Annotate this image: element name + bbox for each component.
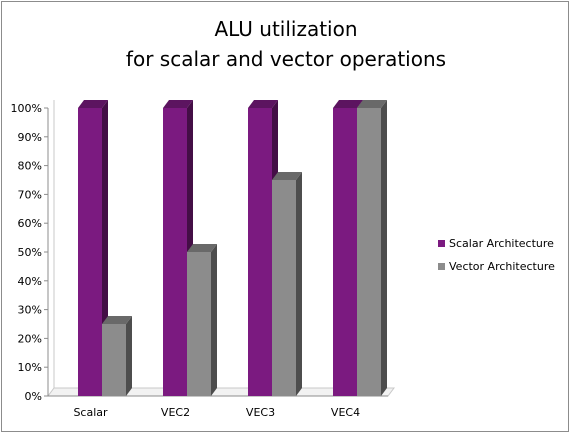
bar-vector-architecture-vec3 xyxy=(272,172,302,396)
y-tick-label: 80% xyxy=(18,160,42,173)
y-tick-label: 70% xyxy=(18,188,42,201)
x-tick-label-vec3: VEC3 xyxy=(246,406,275,419)
y-tick-label: 60% xyxy=(18,217,42,230)
legend-item-scalar-architecture: Scalar Architecture xyxy=(438,232,555,255)
y-tick-label: 0% xyxy=(25,390,42,403)
bar-vector-architecture-scalar xyxy=(102,316,132,396)
bar-side xyxy=(296,172,302,396)
bar-top xyxy=(357,100,387,108)
bar-vector-architecture-vec4 xyxy=(357,100,387,396)
bar-front xyxy=(187,252,211,396)
bar-front xyxy=(357,108,381,396)
bar-top xyxy=(163,100,193,108)
y-tick-label: 90% xyxy=(18,131,42,144)
bar-front xyxy=(102,324,126,396)
bar-front xyxy=(163,108,187,396)
y-tick-label: 10% xyxy=(18,361,42,374)
y-tick-label: 40% xyxy=(18,275,42,288)
bar-top xyxy=(333,100,363,108)
y-tick-label: 30% xyxy=(18,304,42,317)
bar-vector-architecture-vec2 xyxy=(187,244,217,396)
y-tick-label: 20% xyxy=(18,332,42,345)
chart-legend: Scalar Architecture Vector Architecture xyxy=(438,232,555,278)
y-tick-label: 50% xyxy=(18,246,42,259)
bar-top xyxy=(102,316,132,324)
bar-side xyxy=(211,244,217,396)
chart-title-line-2: for scalar and vector operations xyxy=(125,47,447,71)
bar-front xyxy=(248,108,272,396)
bar-front xyxy=(78,108,102,396)
bar-side xyxy=(381,100,387,396)
x-tick-label-vec4: VEC4 xyxy=(331,406,360,419)
bar-top xyxy=(78,100,108,108)
bar-side xyxy=(126,316,132,396)
legend-swatch-vector-architecture xyxy=(438,263,445,270)
bar-top xyxy=(272,172,302,180)
bar-front xyxy=(272,180,296,396)
legend-item-vector-architecture: Vector Architecture xyxy=(438,255,555,278)
legend-swatch-scalar-architecture xyxy=(438,240,445,247)
legend-label-vector-architecture: Vector Architecture xyxy=(449,260,555,273)
bar-top xyxy=(248,100,278,108)
bar-scalar-architecture-scalar xyxy=(78,100,108,396)
x-tick-label-vec2: VEC2 xyxy=(161,406,190,419)
chart-title-line-1: ALU utilization xyxy=(214,17,358,41)
bar-front xyxy=(333,108,357,396)
y-tick-label: 100% xyxy=(11,102,42,115)
bar-top xyxy=(187,244,217,252)
legend-label-scalar-architecture: Scalar Architecture xyxy=(449,237,554,250)
chart-title: ALU utilization for scalar and vector op… xyxy=(2,14,570,74)
x-tick-label-scalar: Scalar xyxy=(73,406,108,419)
